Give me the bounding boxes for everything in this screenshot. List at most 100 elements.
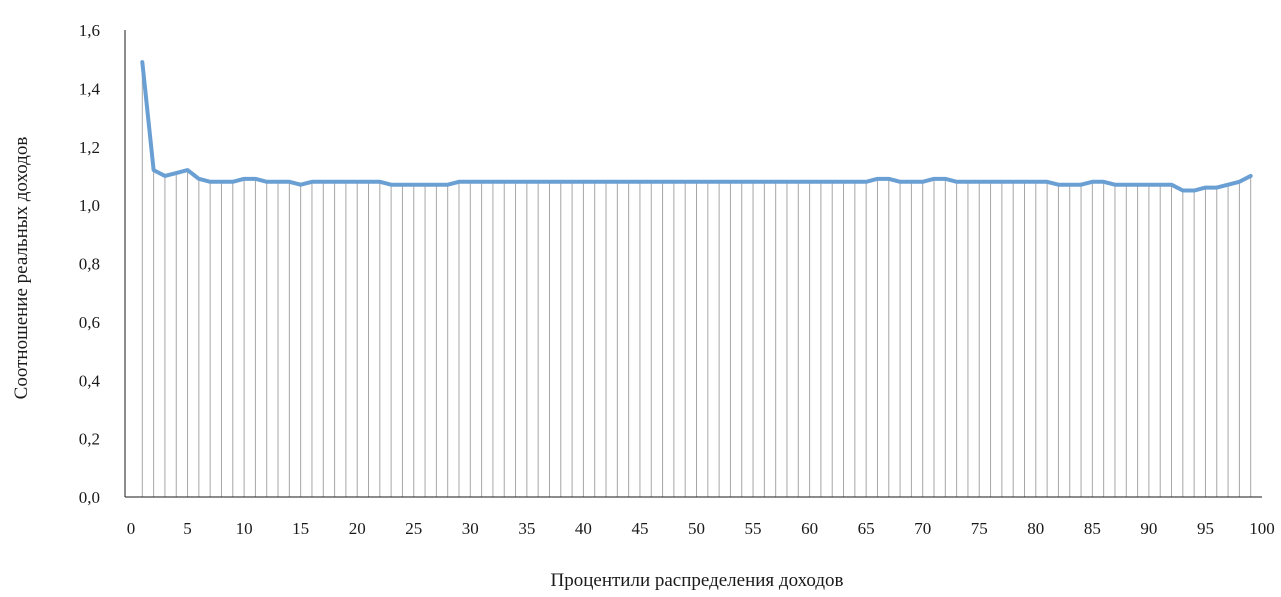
data-point bbox=[1022, 180, 1027, 184]
data-point bbox=[875, 177, 880, 181]
x-tick-label: 25 bbox=[405, 519, 422, 538]
x-tick-labels-group: 0 5 10 15 20 25 30 35 40 45 50 55 60 65 70 75 80 85 90 95 10… bbox=[127, 519, 1275, 538]
data-point bbox=[400, 183, 405, 187]
data-point bbox=[332, 180, 337, 184]
y-tick-label: 0,0 bbox=[79, 488, 100, 507]
data-point bbox=[1181, 188, 1185, 193]
y-tick-label: 1,4 bbox=[79, 79, 101, 98]
data-point bbox=[887, 177, 891, 181]
data-point bbox=[1102, 180, 1106, 184]
y-axis-title: Соотношение реальных доходов bbox=[11, 137, 32, 400]
x-tick-label: 15 bbox=[292, 519, 309, 538]
x-tick-label: 45 bbox=[631, 519, 648, 538]
data-point bbox=[706, 180, 710, 184]
y-tick-label: 0,2 bbox=[79, 430, 100, 449]
data-point bbox=[841, 180, 846, 184]
x-tick-label: 95 bbox=[1197, 519, 1214, 538]
y-tick-label: 1,6 bbox=[79, 21, 100, 40]
data-point bbox=[909, 180, 913, 184]
data-point bbox=[163, 174, 167, 178]
data-point bbox=[185, 168, 190, 172]
data-point bbox=[808, 180, 812, 184]
data-point bbox=[536, 180, 540, 184]
data-point bbox=[638, 180, 642, 184]
data-point bbox=[740, 180, 744, 184]
data-point bbox=[389, 183, 393, 187]
data-point bbox=[468, 180, 472, 184]
data-point bbox=[796, 180, 800, 184]
data-point bbox=[434, 183, 438, 187]
x-tick-label: 35 bbox=[518, 519, 535, 538]
axes-group bbox=[124, 30, 1262, 498]
data-point bbox=[197, 177, 201, 181]
data-point bbox=[1192, 188, 1196, 193]
data-point bbox=[593, 180, 597, 184]
data-point bbox=[513, 180, 518, 184]
x-tick-label: 85 bbox=[1084, 519, 1101, 538]
x-tick-label: 10 bbox=[236, 519, 253, 538]
data-point bbox=[898, 180, 902, 184]
data-point bbox=[310, 180, 314, 184]
x-tick-label: 0 bbox=[127, 519, 136, 538]
data-point bbox=[683, 180, 687, 184]
data-point bbox=[140, 60, 144, 64]
x-tick-label: 75 bbox=[971, 519, 988, 538]
data-point bbox=[1135, 183, 1140, 187]
data-point bbox=[152, 168, 156, 172]
y-tick-label: 1,0 bbox=[79, 196, 100, 215]
data-point bbox=[1090, 180, 1094, 184]
data-point bbox=[1079, 183, 1083, 187]
data-point bbox=[559, 180, 563, 184]
data-point bbox=[355, 180, 359, 184]
data-point bbox=[1056, 183, 1061, 187]
data-point bbox=[694, 180, 699, 184]
data-point bbox=[774, 180, 778, 184]
data-point bbox=[208, 180, 212, 184]
data-point bbox=[491, 180, 495, 184]
data-point bbox=[627, 180, 631, 184]
data-point bbox=[253, 177, 258, 181]
data-point bbox=[265, 180, 269, 184]
x-tick-label: 60 bbox=[801, 519, 818, 538]
x-tick-label: 80 bbox=[1027, 519, 1044, 538]
data-point bbox=[412, 183, 416, 187]
data-point bbox=[717, 180, 721, 184]
data-point bbox=[1124, 183, 1128, 187]
data-point bbox=[672, 180, 676, 184]
data-point bbox=[660, 180, 665, 184]
x-tick-label: 40 bbox=[575, 519, 592, 538]
data-point bbox=[1034, 180, 1038, 184]
y-tick-label: 1,2 bbox=[79, 138, 100, 157]
data-point bbox=[1158, 183, 1162, 187]
data-point bbox=[321, 180, 325, 184]
y-tick-labels-group: 0,0 0,2 0,4 0,6 0,8 1,0 1,2 1,4 1,6 bbox=[79, 21, 101, 507]
data-point bbox=[570, 180, 574, 184]
series-line bbox=[140, 60, 1253, 193]
data-point bbox=[1215, 186, 1219, 190]
data-point bbox=[1237, 180, 1241, 184]
drop-lines-group bbox=[141, 62, 1252, 497]
data-point bbox=[977, 180, 981, 184]
x-tick-label: 90 bbox=[1140, 519, 1157, 538]
data-point bbox=[864, 180, 868, 184]
data-point bbox=[943, 177, 947, 181]
data-point bbox=[1113, 183, 1117, 187]
data-point bbox=[1169, 183, 1174, 187]
data-point bbox=[1147, 183, 1151, 187]
data-point bbox=[457, 180, 461, 184]
data-point bbox=[1045, 180, 1049, 184]
x-tick-label: 20 bbox=[349, 519, 366, 538]
data-point bbox=[830, 180, 834, 184]
x-tick-label: 50 bbox=[688, 519, 705, 538]
data-point bbox=[299, 183, 303, 187]
data-point bbox=[547, 180, 552, 184]
data-point bbox=[955, 180, 959, 184]
data-point bbox=[581, 180, 586, 184]
data-point bbox=[446, 183, 450, 187]
data-point bbox=[174, 171, 178, 175]
data-point bbox=[1203, 186, 1208, 190]
data-point bbox=[287, 180, 291, 184]
x-tick-label: 70 bbox=[914, 519, 931, 538]
